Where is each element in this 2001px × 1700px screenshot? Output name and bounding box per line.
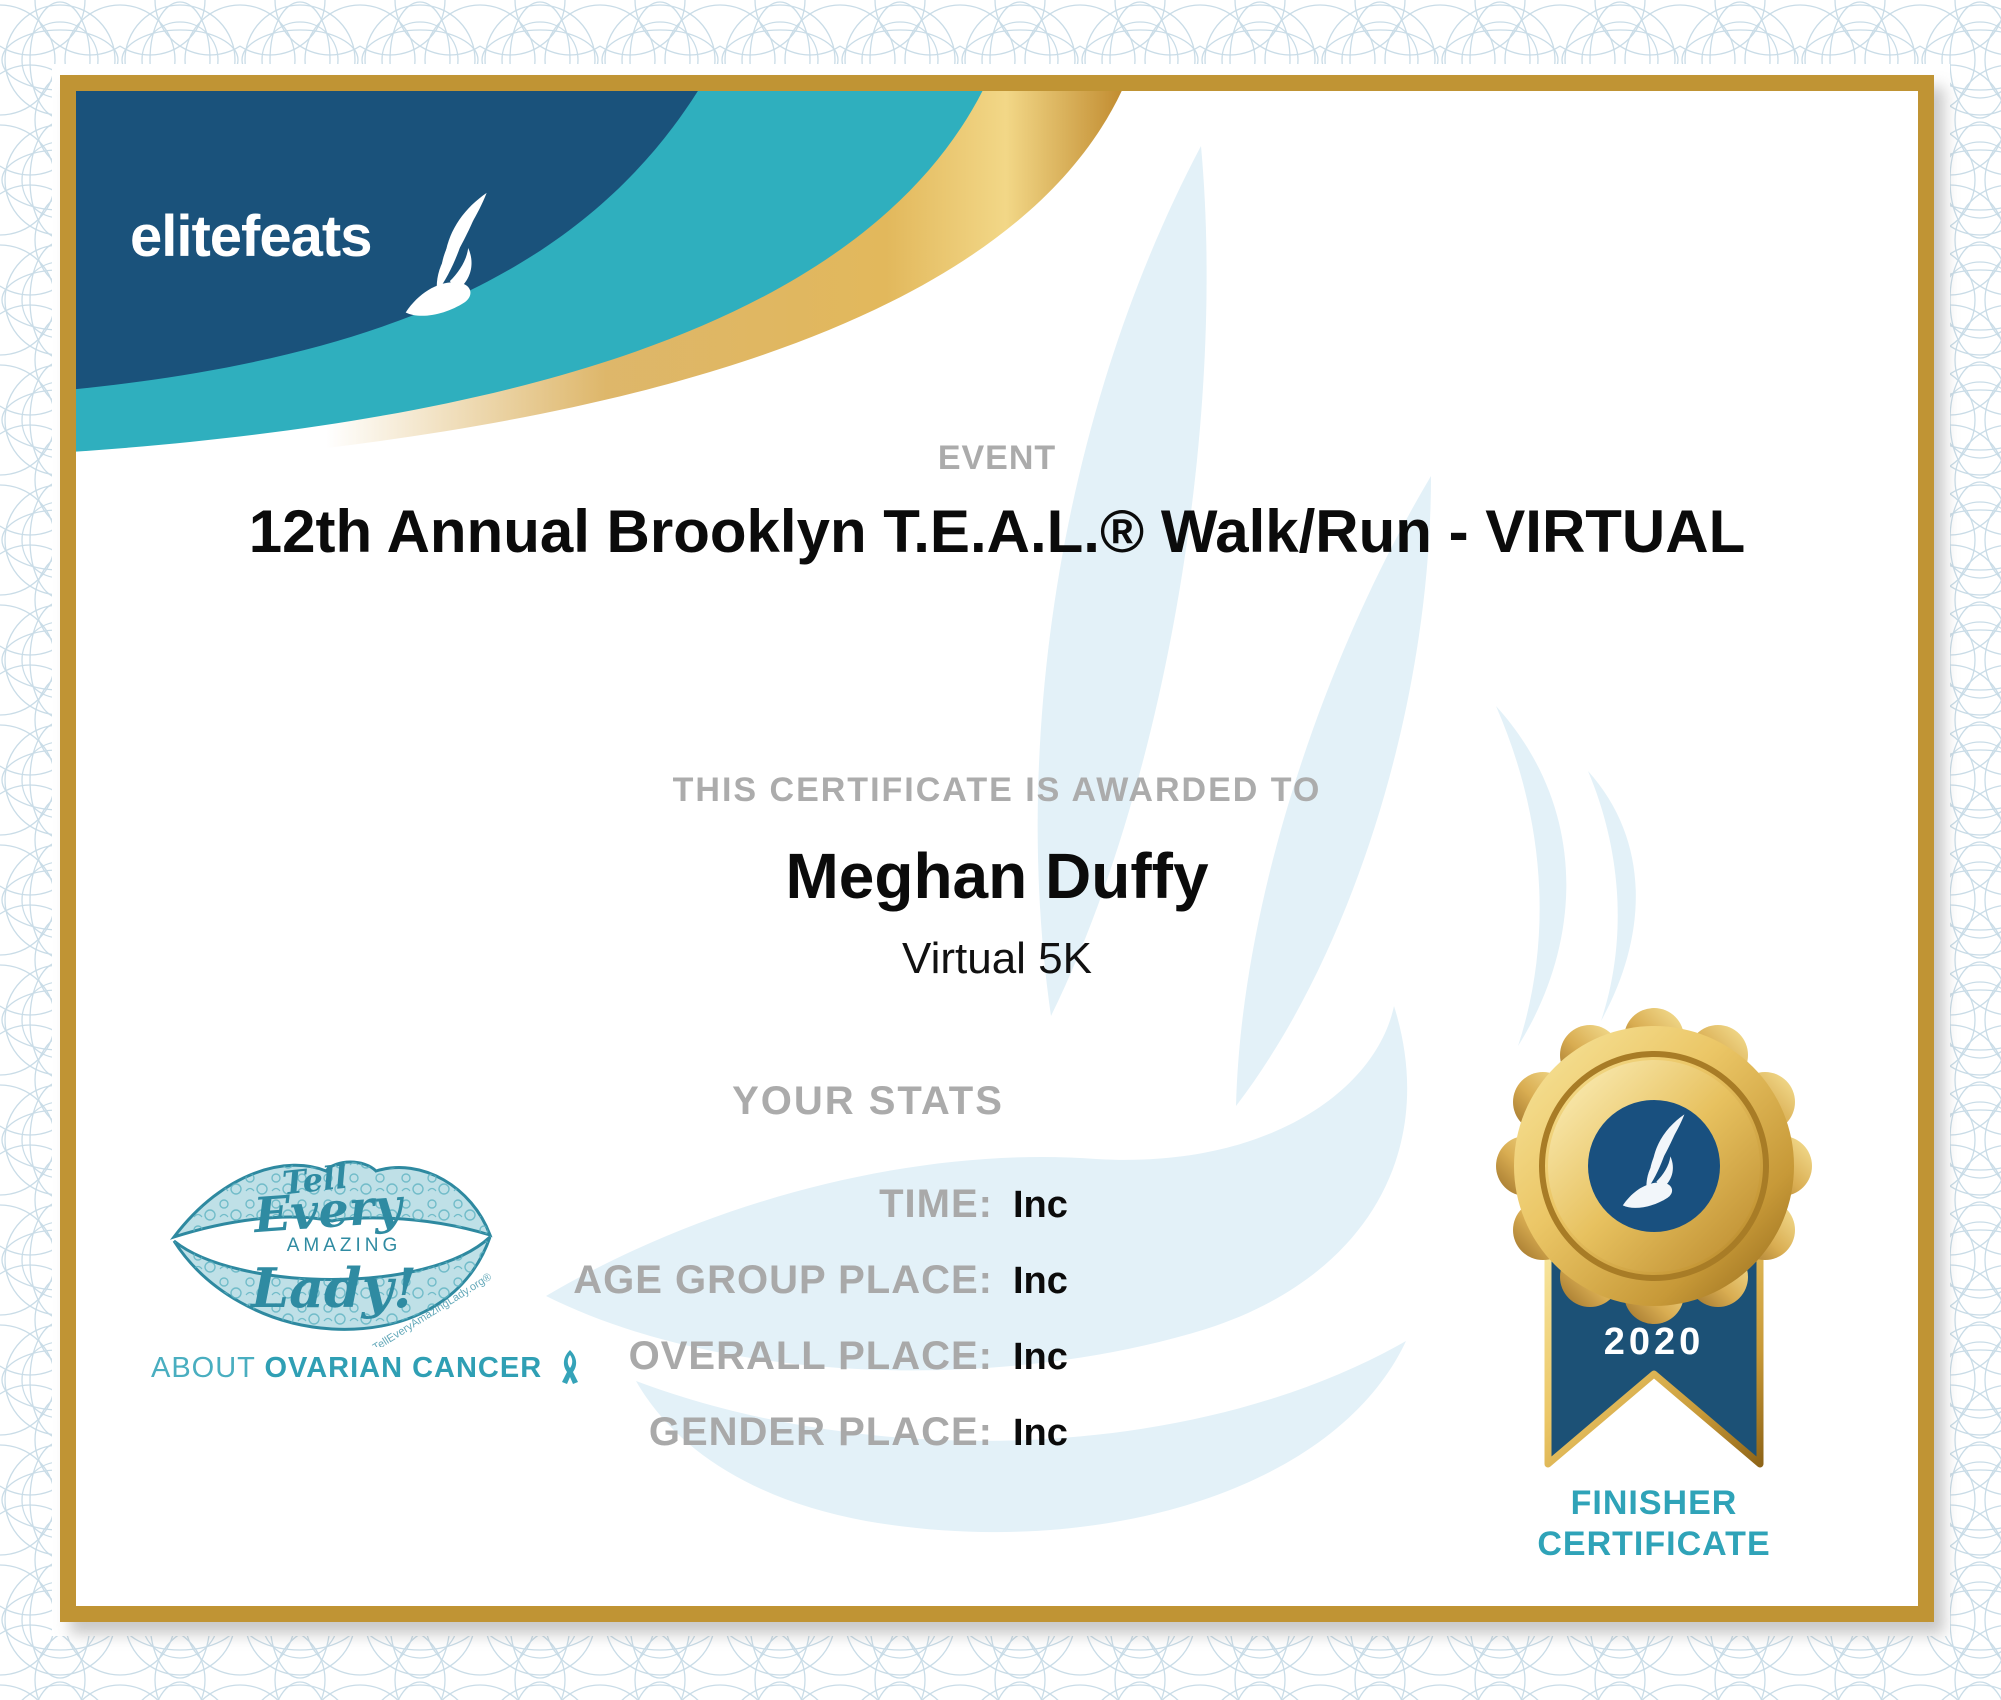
certificate-body: elitefeats EVENT 12th Annual Brooklyn T.… [76,91,1918,1606]
lips-word-every: Every [250,1178,407,1245]
stats-heading: YOUR STATS [732,1079,1004,1123]
tagline-prefix: ABOUT [151,1352,256,1384]
lips-word-tell: Tell [281,1158,349,1203]
lips-word-amazing: AMAZING [287,1235,402,1256]
sponsor-tagline: ABOUT OVARIAN CANCER [151,1349,579,1385]
stat-row-gender-place: GENDER PLACE: Inc [543,1409,1068,1456]
stat-label: AGE GROUP PLACE: [573,1258,993,1302]
stat-label: OVERALL PLACE: [628,1334,993,1378]
teal-lips-logo: Tell Every AMAZING Lady! TellEveryAmazin… [169,1158,494,1347]
stat-row-time: TIME: Inc [543,1181,1068,1228]
medal-winged-foot-icon [1622,1114,1685,1208]
stat-value: Inc [1013,1260,1068,1302]
stat-label: TIME: [879,1182,993,1226]
winged-foot-watermark [546,146,1636,1533]
medal-groove [1539,1051,1769,1281]
stat-value: Inc [1013,1412,1068,1454]
tagline-bold: OVARIAN CANCER [264,1352,543,1384]
finisher-line2: CERTIFICATE [1537,1524,1771,1563]
finisher-medal: 2020 [1496,1008,1812,1468]
race-name: Virtual 5K [902,934,1092,983]
stat-value: Inc [1013,1336,1068,1378]
stats-table: TIME: Inc AGE GROUP PLACE: Inc OVERALL P… [543,1181,1068,1485]
stat-row-age-group-place: AGE GROUP PLACE: Inc [543,1257,1068,1304]
stat-row-overall-place: OVERALL PLACE: Inc [543,1333,1068,1380]
awareness-ribbon-icon [562,1350,579,1384]
header-swoosh [76,91,1122,470]
medal-year: 2020 [1604,1321,1705,1363]
winged-foot-icon [405,192,487,316]
lips-word-lady: Lady! [249,1256,417,1320]
finisher-certificate-label: FINISHER CERTIFICATE [1454,1483,1854,1565]
brand-logo-text: elitefeats [130,204,372,269]
navy-swoosh-band [76,91,698,389]
stat-value: Inc [1013,1184,1068,1226]
recipient-name: Meghan Duffy [785,840,1209,912]
finisher-line1: FINISHER [1570,1484,1738,1522]
awarded-to-label: THIS CERTIFICATE IS AWARDED TO [672,771,1322,809]
event-title: 12th Annual Brooklyn T.E.A.L.® Walk/Run … [248,498,1746,565]
stat-label: GENDER PLACE: [648,1410,993,1454]
event-label: EVENT [937,439,1057,477]
